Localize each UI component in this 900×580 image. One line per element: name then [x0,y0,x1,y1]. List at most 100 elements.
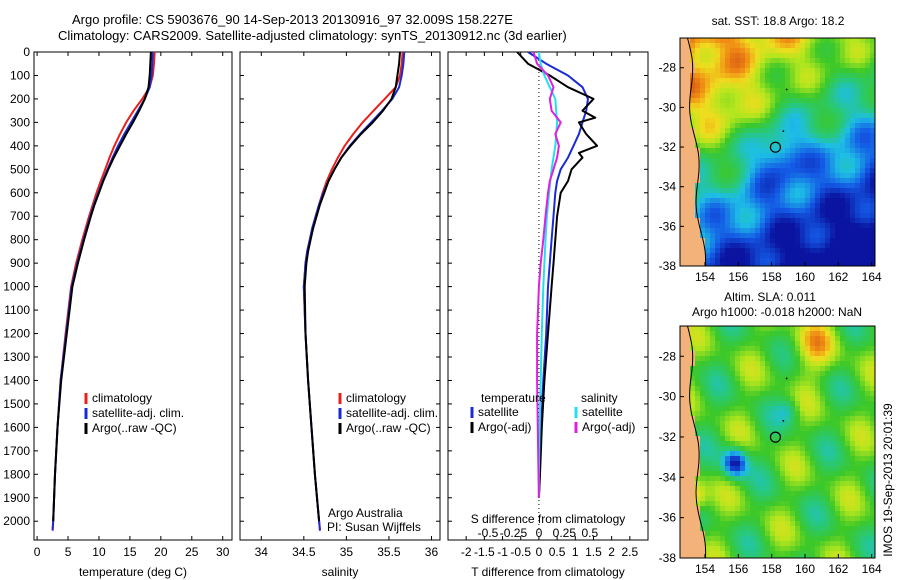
map-cell [830,133,836,139]
map-cell [740,123,746,129]
map-cell [810,163,816,169]
map-cell [805,83,811,89]
map-cell [800,401,806,407]
map-cell [760,401,766,407]
map-cell [770,78,776,84]
map-cell [690,426,696,432]
map-cell [830,551,836,557]
map-cell [790,506,796,512]
map-cell [735,243,741,249]
map-cell [795,501,801,507]
map-cell [800,88,806,94]
map-cell [715,258,721,264]
map-cell [795,371,801,377]
map-cell [725,138,731,144]
map-cell [690,238,696,244]
map-cell [740,361,746,367]
map-cell [695,476,701,482]
map-cell [710,436,716,442]
map-cell [800,416,806,422]
map-cell [860,381,866,387]
map-cell [705,243,711,249]
map-cell [710,263,716,266]
map-cell [705,436,711,442]
map-cell [795,336,801,342]
map-cell [680,466,686,472]
map-cell [860,331,866,337]
map-cell [710,331,716,337]
map-cell [690,536,696,542]
map-cell [720,263,726,266]
map-cell [815,263,821,266]
map-cell [870,381,875,387]
map-cell [845,451,851,457]
map-cell [815,58,821,64]
map-cell [870,163,875,169]
map-cell [820,406,826,412]
map-cell [800,248,806,254]
map-cell [810,208,816,214]
map-cell [725,163,731,169]
map-cell [800,371,806,377]
map-cell [705,158,711,164]
map-cell [855,406,861,412]
map-cell [695,516,701,522]
map-cell [870,68,875,74]
map-cell [715,446,721,452]
map-cell [805,511,811,517]
map-cell [685,336,691,342]
map-cell [855,263,861,266]
map-cell [830,163,836,169]
map-cell [780,58,786,64]
map-cell [810,218,816,224]
map-cell [775,168,781,174]
map-cell [840,253,846,259]
map-cell [840,203,846,209]
map-cell [775,253,781,259]
map-cell [755,243,761,249]
map-cell [765,326,771,332]
map-cell [825,346,831,352]
map-cell [690,496,696,502]
map-cell [740,516,746,522]
map-cell [855,401,861,407]
map-cell [755,376,761,382]
map-cell [790,138,796,144]
map-cell [840,113,846,119]
map-cell [785,223,791,229]
map-cell [845,163,851,169]
map-cell [830,43,836,49]
map-cell [855,476,861,482]
map-cell [865,198,871,204]
map-cell [735,193,741,199]
map-cell [865,491,871,497]
map-cell [810,536,816,542]
map-cell [845,511,851,517]
map-cell [740,331,746,337]
map-cell [700,193,706,199]
map-cell [700,103,706,109]
map-cell [720,113,726,119]
map-cell [680,38,686,44]
map-cell [700,531,706,537]
map-cell [845,471,851,477]
map-cell [850,541,856,547]
map-cell [855,198,861,204]
map-cell [800,98,806,104]
map-cell [710,336,716,342]
map-cell [830,446,836,452]
map-cell [720,68,726,74]
map-cell [860,501,866,507]
map-cell [820,486,826,492]
map-cell [810,178,816,184]
map-cell [775,188,781,194]
map-cell [715,103,721,109]
map-cell [830,148,836,154]
map-cell [685,218,691,224]
map-cell [680,78,686,84]
map-cell [735,476,741,482]
map-cell [755,481,761,487]
map-cell [760,148,766,154]
map-cell [810,406,816,412]
map-cell [780,88,786,94]
